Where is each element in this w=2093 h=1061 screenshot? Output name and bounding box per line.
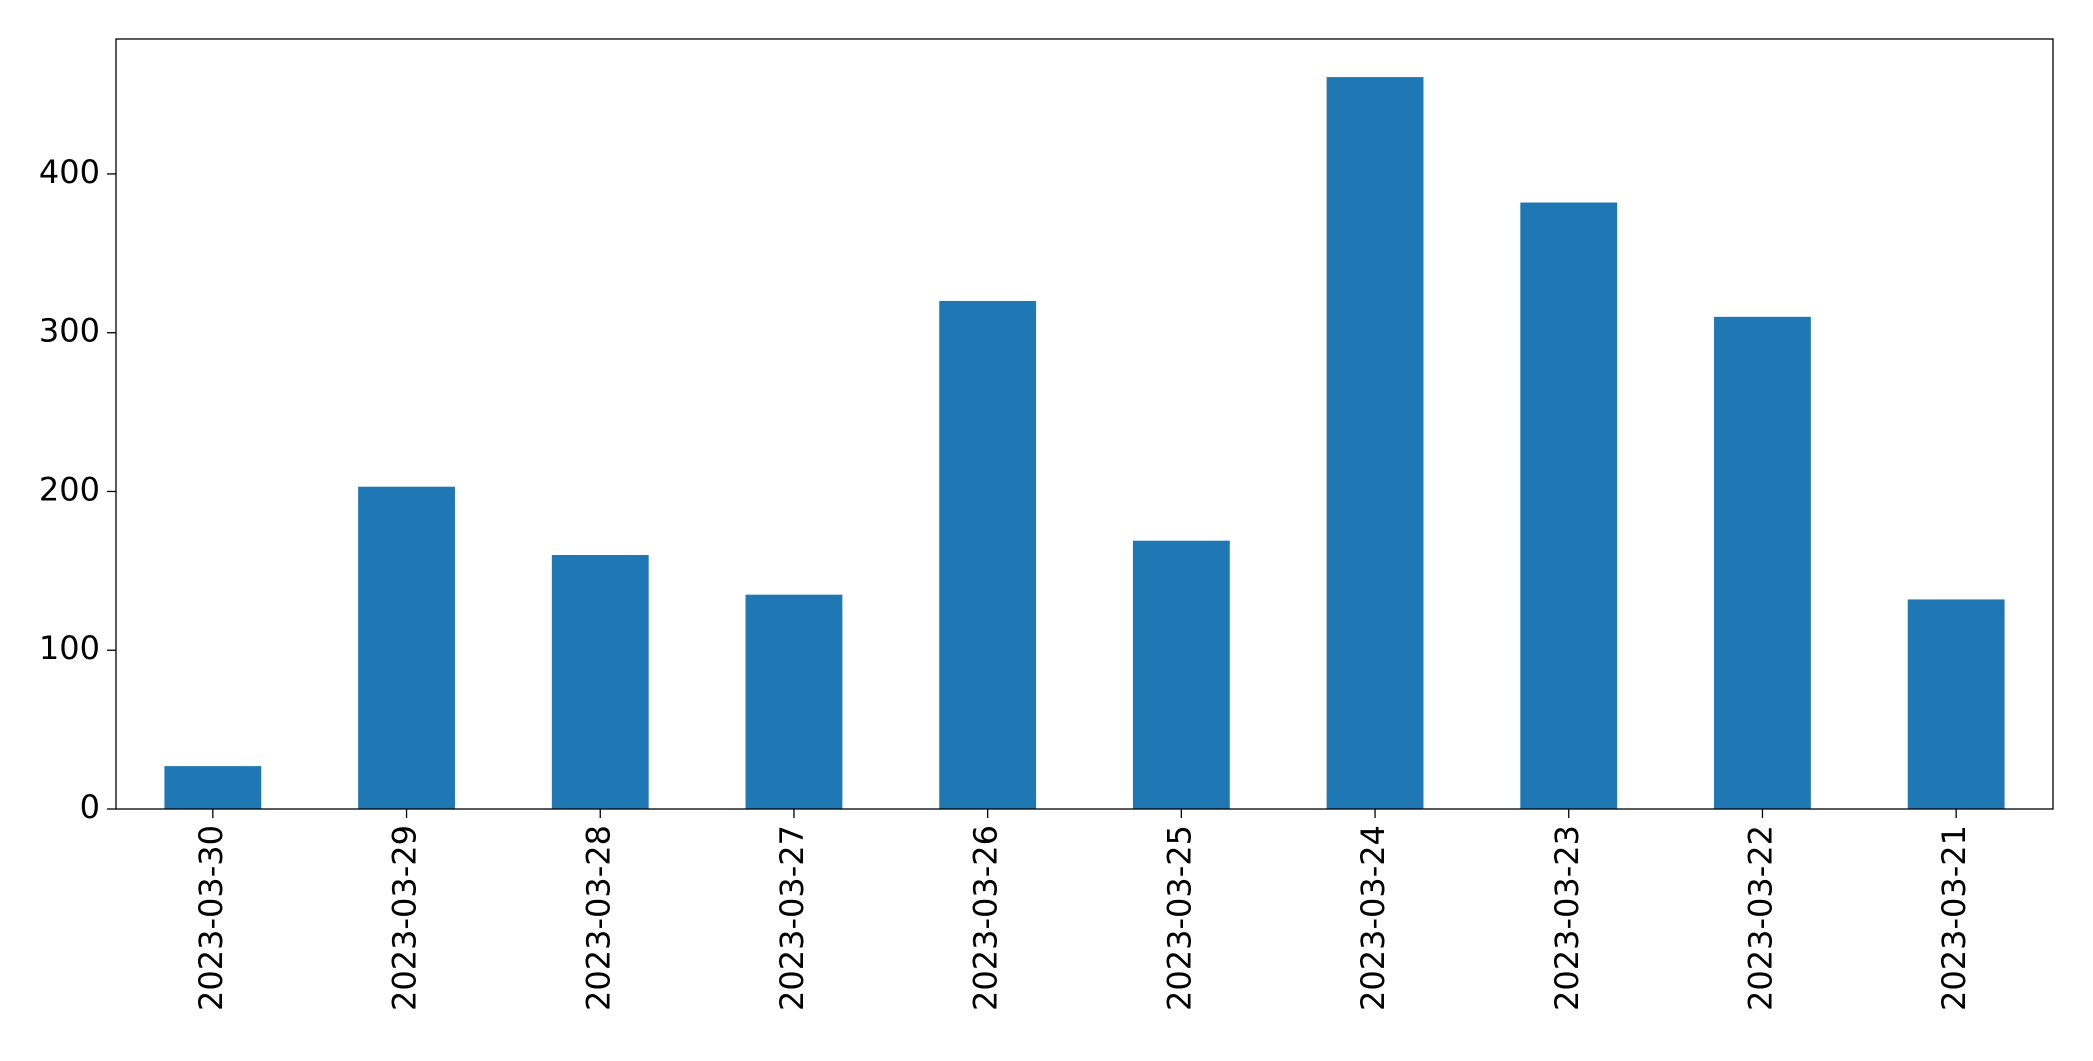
x-tick-label: 2023-03-25 <box>1160 825 1198 1011</box>
bar <box>1520 202 1618 810</box>
x-tick-label: 2023-03-28 <box>579 825 617 1011</box>
x-tick-label: 2023-03-27 <box>773 825 811 1011</box>
x-tick-label: 2023-03-26 <box>967 825 1005 1011</box>
bar <box>164 766 262 809</box>
plot-frame <box>115 38 2054 810</box>
x-tick-label: 2023-03-22 <box>1741 825 1779 1011</box>
bar <box>1132 540 1230 809</box>
x-tick-label: 2023-03-24 <box>1354 825 1392 1011</box>
y-tick-label: 100 <box>39 629 100 667</box>
bar <box>1714 316 1811 809</box>
bar <box>1326 77 1424 810</box>
x-tick-label: 2023-03-29 <box>386 825 424 1011</box>
bar <box>745 594 843 809</box>
y-tick-label: 200 <box>39 470 100 508</box>
x-tick-label: 2023-03-21 <box>1935 825 1973 1011</box>
x-tick-label: 2023-03-30 <box>192 825 230 1011</box>
bar <box>939 300 1037 809</box>
bar <box>1907 599 2005 809</box>
bar <box>358 486 455 809</box>
y-tick-label: 0 <box>80 788 100 826</box>
y-tick-label: 300 <box>39 312 100 350</box>
y-tick-label: 400 <box>39 153 100 191</box>
bar <box>551 554 649 809</box>
x-tick-label: 2023-03-23 <box>1548 825 1586 1011</box>
